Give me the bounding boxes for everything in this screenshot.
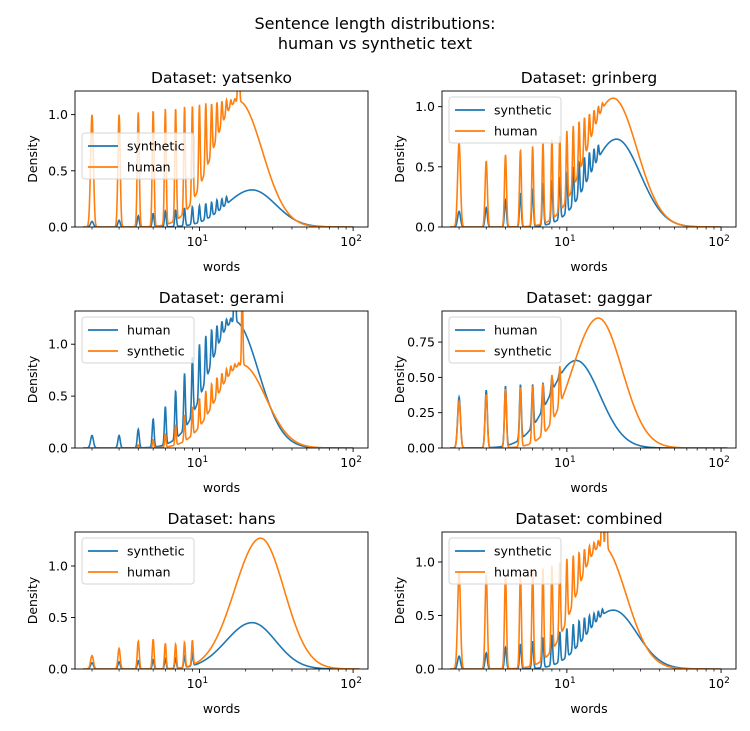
x-axis-label: words [203, 480, 240, 495]
subplot-hans: Dataset: hans 0.0 0.5 1.0 101 102 words Density… [25, 510, 369, 716]
y-tick-label: 0.75 [407, 335, 435, 350]
y-axis-label: Density [392, 135, 407, 183]
y-tick-label: 0.0 [48, 441, 68, 456]
series-line-synthetic [83, 621, 360, 669]
y-tick-label: 0.00 [407, 441, 435, 456]
legend-label-human: human [494, 323, 538, 338]
subplot-combined: Dataset: combined 0.0 0.5 1.0 101 102 words Den… [392, 510, 737, 716]
y-axis-label: Density [392, 355, 407, 403]
legend: synthetic human [448, 96, 562, 144]
subplot-title: Dataset: hans [167, 510, 275, 528]
y-tick-label: 0.25 [407, 405, 435, 420]
legend: human synthetic [81, 316, 195, 364]
y-tick-label: 1.0 [415, 554, 435, 569]
legend-label-synthetic: synthetic [494, 544, 552, 559]
legend-label-synthetic: synthetic [127, 544, 185, 559]
plot-frame [441, 531, 737, 670]
legend-label-human: human [494, 124, 538, 139]
legend: human synthetic [448, 316, 562, 364]
x-tick-label: 101 [554, 676, 576, 691]
x-tick-label: 102 [708, 234, 730, 249]
x-tick-label: 102 [340, 676, 362, 691]
y-tick-label: 0.0 [48, 220, 68, 235]
x-tick-label: 102 [340, 455, 362, 470]
x-tick-label: 102 [340, 234, 362, 249]
subplot-title: Dataset: grinberg [521, 69, 658, 87]
subplot-yatsenko: Dataset: yatsenko 0.0 0.5 1.0 101 102 words Den… [25, 69, 369, 274]
x-tick-label: 101 [187, 676, 209, 691]
subplot-title: Dataset: combined [515, 510, 662, 528]
y-tick-label: 1.0 [48, 107, 68, 122]
plot-frame [74, 90, 369, 228]
x-tick-label: 101 [187, 455, 209, 470]
plot-frame [441, 90, 737, 228]
y-tick-label: 0.5 [48, 389, 68, 404]
plot-frame [441, 310, 737, 449]
legend-label-synthetic: synthetic [494, 344, 552, 359]
subplot-grinberg: Dataset: grinberg 0.0 0.5 1.0 101 102 words Den… [392, 69, 737, 274]
y-tick-label: 1.0 [415, 99, 435, 114]
suptitle-line-1: Sentence length distributions: [254, 14, 495, 33]
series-line-human [83, 537, 360, 669]
suptitle-line-2: human vs synthetic text [278, 34, 472, 53]
series-line-synthetic [450, 607, 722, 669]
series-line-synthetic [83, 189, 354, 227]
legend: synthetic human [81, 132, 195, 180]
subplot-gerami: Dataset: gerami 0.0 0.5 1.0 101 102 words Densi… [25, 289, 369, 495]
x-axis-label: words [203, 701, 240, 716]
x-tick-label: 101 [187, 234, 209, 249]
subplot-title: Dataset: yatsenko [151, 69, 292, 87]
y-tick-label: 1.0 [48, 337, 68, 352]
x-tick-label: 102 [708, 455, 730, 470]
subplot-title: Dataset: gerami [159, 289, 285, 307]
x-tick-label: 102 [708, 676, 730, 691]
y-tick-label: 0.5 [415, 608, 435, 623]
y-axis-label: Density [25, 576, 40, 624]
x-axis-label: words [203, 259, 240, 274]
series-line-human [450, 97, 722, 227]
plot-frame [74, 531, 369, 670]
x-tick-label: 101 [554, 455, 576, 470]
y-tick-label: 0.0 [415, 662, 435, 677]
subplot-grid: Dataset: yatsenko 0.0 0.5 1.0 101 102 words Den… [25, 69, 737, 716]
legend-label-human: human [494, 565, 538, 580]
y-axis-label: Density [392, 576, 407, 624]
legend-label-synthetic: synthetic [127, 344, 185, 359]
x-axis-label: words [570, 259, 607, 274]
y-tick-label: 0.0 [48, 662, 68, 677]
y-axis-label: Density [25, 135, 40, 183]
legend-label-human: human [127, 323, 171, 338]
subplot-title: Dataset: gaggar [526, 289, 652, 307]
legend: synthetic human [448, 537, 562, 585]
subplot-gaggar: Dataset: gaggar 0.00 0.25 0.50 0.75 101 102 wor… [392, 289, 737, 495]
y-tick-label: 0.50 [407, 370, 435, 385]
y-tick-label: 0.0 [415, 220, 435, 235]
y-tick-label: 0.5 [48, 163, 68, 178]
legend: synthetic human [81, 537, 195, 585]
y-tick-label: 1.0 [48, 558, 68, 573]
y-axis-label: Density [25, 355, 40, 403]
legend-label-human: human [127, 160, 171, 175]
legend-label-synthetic: synthetic [127, 139, 185, 154]
legend-label-human: human [127, 565, 171, 580]
series-line-synthetic [450, 138, 722, 227]
x-axis-label: words [570, 701, 607, 716]
x-axis-label: words [570, 480, 607, 495]
y-tick-label: 0.5 [415, 159, 435, 174]
series-line-human [450, 359, 728, 448]
legend-label-synthetic: synthetic [494, 103, 552, 118]
plot-frame [74, 310, 369, 449]
y-tick-label: 0.5 [48, 610, 68, 625]
x-tick-label: 101 [554, 234, 576, 249]
